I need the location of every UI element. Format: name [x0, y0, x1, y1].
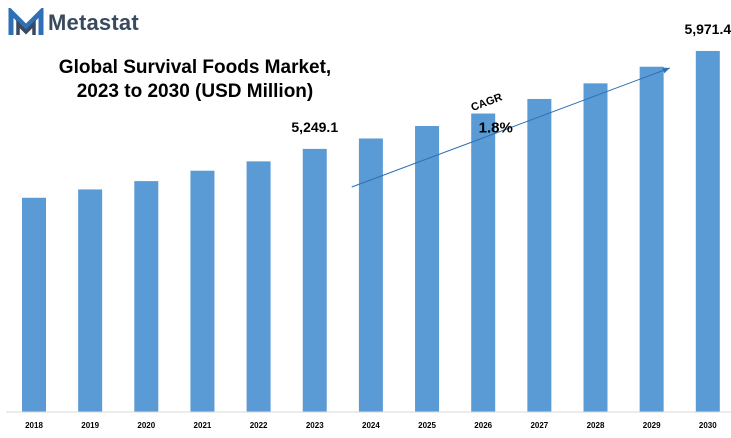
- bar-2019: [78, 189, 103, 412]
- x-tick-label-2029: 2029: [643, 421, 661, 430]
- bar-2027: [527, 98, 552, 413]
- bar-2026: [471, 113, 496, 413]
- chart-title-line-1: Global Survival Foods Market,: [58, 57, 332, 78]
- x-tick-label-2018: 2018: [25, 421, 43, 430]
- bar-2024: [358, 138, 383, 413]
- x-tick-label-2025: 2025: [418, 421, 436, 430]
- data-label-2023: 5,249.1: [291, 119, 338, 135]
- x-tick-label-2022: 2022: [250, 421, 268, 430]
- cagr-arrow-line: [351, 67, 670, 188]
- bar-2023: [302, 148, 327, 412]
- x-tick-label-2024: 2024: [362, 421, 380, 430]
- cagr-arrow-head: [662, 67, 670, 74]
- brand-logo: Metastat: [8, 7, 139, 39]
- bar-2030: [695, 50, 720, 413]
- bar-2025: [415, 126, 440, 412]
- data-label-2030: 5,971.4: [684, 21, 731, 37]
- bar-2022: [246, 161, 271, 412]
- x-tick-label-2020: 2020: [137, 421, 155, 430]
- x-tick-label-2028: 2028: [587, 421, 605, 430]
- chart-title-line-2: 2023 to 2030 (USD Million): [76, 81, 314, 102]
- x-tick-label-2027: 2027: [530, 421, 548, 430]
- x-tick-label-2023: 2023: [306, 421, 324, 430]
- x-tick-label-2030: 2030: [699, 421, 717, 430]
- metastat-m-logo-icon: [8, 8, 44, 35]
- x-tick-label-2026: 2026: [474, 421, 492, 430]
- bar-2020: [134, 181, 159, 412]
- bar-2028: [583, 83, 608, 413]
- x-tick-label-2019: 2019: [81, 421, 99, 430]
- bar-2021: [190, 170, 215, 412]
- brand-name: Metastat: [48, 10, 139, 35]
- bar-2029: [639, 66, 664, 412]
- x-tick-label-2021: 2021: [194, 421, 212, 430]
- cagr-value: 1.8%: [479, 120, 513, 137]
- bar-2018: [22, 197, 46, 412]
- chart-title: Global Survival Foods Market, 2023 to 20…: [30, 56, 360, 104]
- cagr-label: CAGR: [469, 91, 504, 114]
